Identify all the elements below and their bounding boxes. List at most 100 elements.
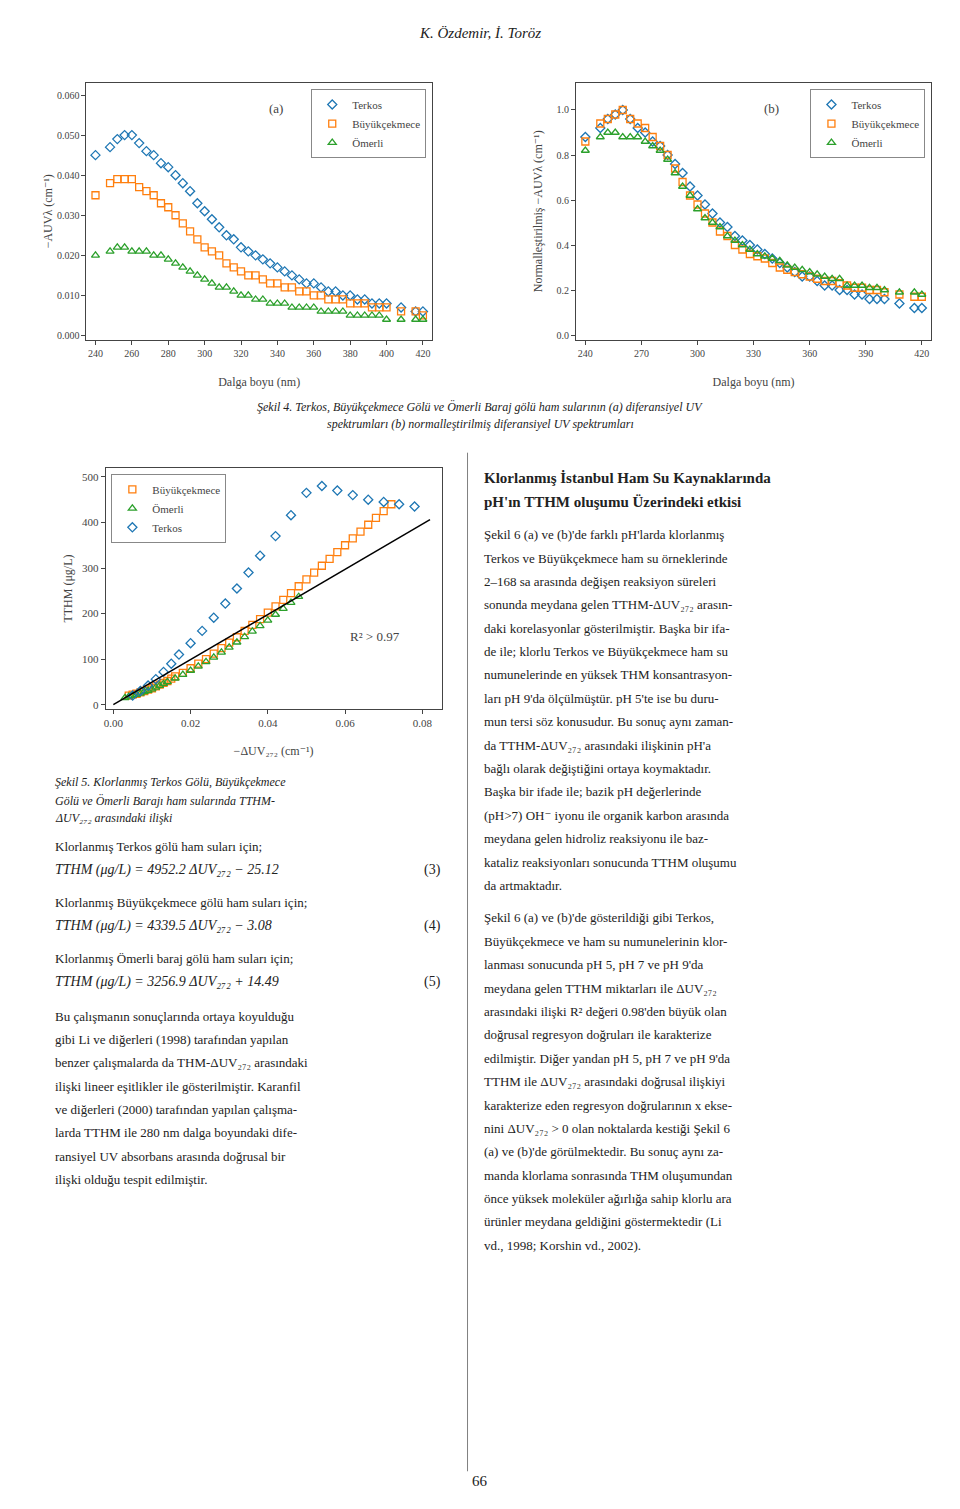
svg-text:larda TTHM ile 280 nm dalga bo: larda TTHM ile 280 nm dalga boyundaki di… [55, 1125, 297, 1140]
svg-text:0.2: 0.2 [557, 285, 570, 296]
svg-text:TTHM (μg/L) = 3256.9 ΔUV₂₇₂ +: TTHM (μg/L) = 3256.9 ΔUV₂₇₂ + 14.49 [55, 974, 279, 990]
svg-text:Şekil 4. Terkos, Büyükçekmece: Şekil 4. Terkos, Büyükçekmece Gölü ve Öm… [257, 399, 703, 414]
svg-text:meydana gelen hidroliz reaksiy: meydana gelen hidroliz reaksiyonu ile ba… [484, 831, 708, 846]
svg-text:100: 100 [82, 653, 99, 665]
svg-text:0: 0 [93, 699, 99, 711]
svg-text:330: 330 [746, 348, 761, 359]
svg-text:340: 340 [270, 348, 285, 359]
svg-text:300: 300 [197, 348, 212, 359]
svg-text:360: 360 [802, 348, 817, 359]
svg-text:300: 300 [82, 562, 99, 574]
svg-text:0.010: 0.010 [57, 290, 80, 301]
svg-text:420: 420 [415, 348, 430, 359]
svg-text:0.4: 0.4 [557, 240, 570, 251]
svg-text:Klorlanmış Terkos gölü ham sul: Klorlanmış Terkos gölü ham suları için; [55, 839, 262, 854]
svg-text:Terkos: Terkos [352, 99, 382, 111]
svg-text:spektrumları (b) normalleştiri: spektrumları (b) normalleştirilmiş difer… [327, 417, 634, 431]
svg-text:2–168 sa arasında değişen reak: 2–168 sa arasında değişen reaksiyon süre… [484, 574, 717, 589]
svg-text:Gölü ve Ömerli Barajı ham sula: Gölü ve Ömerli Barajı ham sularında TTHM… [55, 793, 275, 808]
svg-text:270: 270 [634, 348, 649, 359]
svg-text:Ömerli: Ömerli [352, 137, 383, 149]
svg-text:(b): (b) [764, 101, 779, 116]
svg-text:0.04: 0.04 [258, 717, 278, 729]
svg-text:0.00: 0.00 [104, 717, 124, 729]
svg-text:TTHM (μg/L) = 4952.2 ΔUV₂₇₂ −: TTHM (μg/L) = 4952.2 ΔUV₂₇₂ − 25.12 [55, 862, 279, 878]
svg-text:benzer çalışmalarda da THM-ΔUV: benzer çalışmalarda da THM-ΔUV₂₇₂ arasın… [55, 1055, 308, 1070]
svg-text:360: 360 [306, 348, 321, 359]
svg-text:sonunda meydana gelen TTHM-ΔUV: sonunda meydana gelen TTHM-ΔUV₂₇₂ arasın… [484, 597, 732, 612]
svg-text:Dalga boyu (nm): Dalga boyu (nm) [713, 375, 795, 389]
svg-text:TTHM (μg/L): TTHM (μg/L) [61, 554, 75, 622]
svg-text:0.030: 0.030 [57, 210, 80, 221]
svg-text:0.050: 0.050 [57, 130, 80, 141]
svg-text:0.6: 0.6 [557, 195, 570, 206]
svg-text:−ΔUV₂₇₂ (cm⁻¹): −ΔUV₂₇₂ (cm⁻¹) [234, 744, 314, 758]
svg-text:(4): (4) [424, 918, 441, 934]
svg-text:240: 240 [88, 348, 103, 359]
svg-text:da artmaktadır.: da artmaktadır. [484, 878, 562, 893]
svg-text:Büyükçekmece: Büyükçekmece [352, 118, 420, 130]
svg-text:meydana gelen TTHM miktarları: meydana gelen TTHM miktarları ile ΔUV₂₇₂ [484, 981, 717, 996]
svg-text:kataliz reaksiyonları sonucund: kataliz reaksiyonları sonucunda TTHM olu… [484, 855, 737, 870]
svg-text:Şekil 6 (a) ve (b)'de gösteril: Şekil 6 (a) ve (b)'de gösterildiği gibi … [484, 910, 714, 925]
svg-text:0.060: 0.060 [57, 90, 80, 101]
svg-text:Şekil 5. Klorlanmış Terkos Göl: Şekil 5. Klorlanmış Terkos Gölü, Büyükçe… [55, 775, 286, 789]
svg-text:da TTHM-ΔUV₂₇₂ arasındaki iliş: da TTHM-ΔUV₂₇₂ arasındaki ilişkinin pH'a [484, 738, 711, 753]
svg-text:0.8: 0.8 [557, 150, 570, 161]
svg-text:(3): (3) [424, 862, 441, 878]
svg-text:Klorlanmış Ömerli baraj gölü h: Klorlanmış Ömerli baraj gölü ham suları … [55, 951, 293, 966]
svg-text:0.020: 0.020 [57, 250, 80, 261]
svg-text:bağlı olarak değiştiğini ortay: bağlı olarak değiştiğini ortaya koymakta… [484, 761, 711, 776]
svg-text:TTHM ile ΔUV₂₇₂ arasındaki doğ: TTHM ile ΔUV₂₇₂ arasındaki doğrusal iliş… [484, 1074, 726, 1089]
svg-text:400: 400 [379, 348, 394, 359]
svg-text:0.02: 0.02 [181, 717, 200, 729]
svg-text:320: 320 [234, 348, 249, 359]
svg-text:200: 200 [82, 607, 99, 619]
svg-text:ilişki olduğu tespit edilmişti: ilişki olduğu tespit edilmiştir. [55, 1172, 207, 1187]
svg-text:−AUVλ (cm⁻¹): −AUVλ (cm⁻¹) [41, 174, 55, 248]
svg-text:(a) ve (b)'de görülmektedir. B: (a) ve (b)'de görülmektedir. Bu sonuç ay… [484, 1144, 723, 1159]
svg-text:arasındaki ilişki R² değeri 0.: arasındaki ilişki R² değeri 0.98'den büy… [484, 1004, 727, 1019]
svg-text:420: 420 [914, 348, 929, 359]
svg-text:ları pH 9'da ölçülmüştür. pH 5: ları pH 9'da ölçülmüştür. pH 5'te ise bu… [484, 691, 719, 706]
svg-text:260: 260 [124, 348, 139, 359]
svg-text:Klorlanmış Büyükçekmece gölü h: Klorlanmış Büyükçekmece gölü ham suları … [55, 895, 307, 910]
svg-text:Dalga boyu (nm): Dalga boyu (nm) [218, 375, 300, 389]
svg-text:(5): (5) [424, 974, 441, 990]
svg-text:Büyükçekmece ve ham su numunel: Büyükçekmece ve ham su numunelerinin klo… [484, 934, 727, 949]
svg-text:ve diğerleri (2000) tarafından: ve diğerleri (2000) tarafından yapılan ç… [55, 1102, 297, 1117]
svg-text:mun tersi söz konusudur. Bu so: mun tersi söz konusudur. Bu sonuç aynı z… [484, 714, 733, 729]
svg-text:doğrusal regresyon doğruları i: doğrusal regresyon doğruları ile karakte… [484, 1027, 712, 1042]
svg-text:Normalleştirilmiş −AUVλ (cm⁻¹): Normalleştirilmiş −AUVλ (cm⁻¹) [531, 130, 545, 292]
svg-text:TTHM (μg/L) = 4339.5 ΔUV₂₇₂ −: TTHM (μg/L) = 4339.5 ΔUV₂₇₂ − 3.08 [55, 918, 272, 934]
svg-text:0.040: 0.040 [57, 170, 80, 181]
svg-text:0.000: 0.000 [57, 330, 80, 341]
svg-text:R² > 0.97: R² > 0.97 [350, 629, 400, 644]
svg-text:Terkos: Terkos [851, 99, 881, 111]
svg-text:de ile; klorlu Terkos ve Büyük: de ile; klorlu Terkos ve Büyükçekmece ha… [484, 644, 728, 659]
svg-text:Ömerli: Ömerli [851, 137, 882, 149]
svg-text:önce yüksek moleküler ağırlığa: önce yüksek moleküler ağırlığa sahip klo… [484, 1191, 732, 1206]
svg-text:ilişki lineer eşitlikler ile g: ilişki lineer eşitlikler ile gösterilmiş… [55, 1079, 301, 1094]
svg-text:Başka bir ifade ile; bazik pH: Başka bir ifade ile; bazik pH değerlerin… [484, 784, 702, 799]
svg-text:karakterize eden regresyon doğ: karakterize eden regresyon doğrularının … [484, 1098, 732, 1113]
svg-text:nini ΔUV₂₇₂ > 0 olan noktalard: nini ΔUV₂₇₂ > 0 olan noktalarda kestiği … [484, 1121, 730, 1136]
svg-text:390: 390 [858, 348, 873, 359]
svg-text:edilmiştir. Diğer yandan pH 5,: edilmiştir. Diğer yandan pH 5, pH 7 ve p… [484, 1051, 730, 1066]
svg-text:pH'ın TTHM oluşumu Üzerindeki: pH'ın TTHM oluşumu Üzerindeki etkisi [484, 494, 741, 510]
svg-text:vd., 1998; Korshin vd., 2002).: vd., 1998; Korshin vd., 2002). [484, 1238, 641, 1253]
svg-text:1.0: 1.0 [557, 104, 570, 115]
svg-text:500: 500 [82, 471, 99, 483]
svg-text:0.08: 0.08 [413, 717, 433, 729]
svg-text:0.0: 0.0 [557, 330, 570, 341]
svg-text:400: 400 [82, 516, 99, 528]
svg-text:300: 300 [690, 348, 705, 359]
svg-text:lanması sonucunda pH 5, pH 7 v: lanması sonucunda pH 5, pH 7 ve pH 9'da [484, 957, 704, 972]
svg-text:Terkos ve Büyükçekmece ham su: Terkos ve Büyükçekmece ham su örneklerin… [484, 551, 728, 566]
svg-text:Bu çalışmanın sonuçlarında ort: Bu çalışmanın sonuçlarında ortaya koyuld… [55, 1009, 295, 1024]
svg-text:66: 66 [472, 1473, 488, 1489]
svg-text:240: 240 [578, 348, 593, 359]
svg-text:manda klorlama sonrasında THM: manda klorlama sonrasında THM oluşumunda… [484, 1168, 733, 1183]
svg-text:gibi Li ve diğerleri (1998) ta: gibi Li ve diğerleri (1998) tarafından y… [55, 1032, 289, 1047]
svg-text:K. Özdemir, İ. Toröz: K. Özdemir, İ. Toröz [419, 25, 541, 41]
